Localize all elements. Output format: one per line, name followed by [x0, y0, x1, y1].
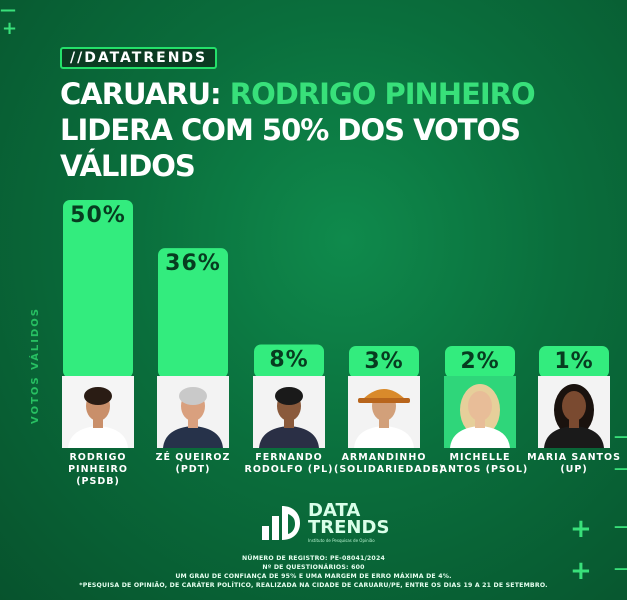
- corner-plus-decoration: +: [2, 18, 18, 39]
- bar-2: [158, 248, 228, 378]
- footer-confidence: UM GRAU DE CONFIANÇA DE 95% E UMA MARGEM…: [175, 573, 452, 580]
- footer-registration: NÚMERO DE REGISTRO: PE-08041/2024: [242, 555, 385, 562]
- bar-value-label-6: 1%: [554, 349, 593, 374]
- candidate-fernando-photo: [253, 376, 325, 448]
- headline-highlight: RODRIGO PINHEIRO: [229, 77, 536, 111]
- x-tick-label-2: ZÉ QUEIROZ (PDT): [155, 452, 231, 475]
- bar-4: [349, 346, 419, 378]
- candidate-michelle-photo: [444, 376, 516, 448]
- x-tick-label-4: ARMANDINHO (SOLIDARIEDADE): [334, 452, 445, 475]
- candidate-armandinho-photo: [348, 376, 420, 448]
- datatrends-logo: DATA TRENDS Instituto de Pesquisas de Op…: [258, 500, 389, 544]
- logo-line2: TRENDS: [308, 516, 390, 538]
- plus-decoration-1: +: [570, 514, 592, 544]
- candidate-rodrigo-photo: [62, 376, 134, 448]
- x-tick-label-3: FERNANDO RODOLFO (PL): [244, 452, 334, 475]
- right-dash-decoration: —: [614, 429, 627, 445]
- bar-value-label-2: 36%: [165, 251, 221, 276]
- logo-line1: DATA: [308, 499, 361, 521]
- x-tick-label-1: RODRIGO PINHEIRO (PSDB): [68, 452, 128, 487]
- candidate-maria-photo: [538, 376, 610, 448]
- bar-1: [63, 200, 133, 378]
- right-dash-decoration-4: —: [614, 561, 627, 577]
- x-tick-label-5: MICHELLE SANTOS (PSOL): [431, 452, 529, 475]
- bar-5: [445, 346, 515, 378]
- footer-disclaimer: *PESQUISA DE OPINIÃO, DE CARÁTER POLÍTIC…: [79, 582, 548, 589]
- candidate-ze-photo: [157, 376, 229, 448]
- footer-questionnaires: Nº DE QUESTIONÁRIOS: 600: [262, 564, 365, 571]
- bar-6: [539, 346, 609, 378]
- bar-value-label-1: 50%: [70, 203, 126, 228]
- corner-dash-decoration: —: [0, 0, 16, 19]
- brand-tag: //DATATRENDS: [60, 47, 218, 69]
- bar-value-label-4: 3%: [364, 349, 403, 374]
- bar-value-label-3: 8%: [269, 347, 308, 372]
- headline: CARUARU: RODRIGO PINHEIRO LIDERA COM 50%…: [60, 76, 600, 184]
- headline-city: CARUARU:: [60, 77, 222, 111]
- headline-line2: LIDERA COM 50% DOS VOTOS: [60, 113, 521, 147]
- plus-decoration-2: +: [570, 556, 592, 586]
- headline-line3: VÁLIDOS: [60, 149, 196, 183]
- bar-value-label-5: 2%: [460, 349, 499, 374]
- right-dash-decoration-3: —: [614, 519, 627, 535]
- datatrends-logo-icon: [262, 506, 300, 540]
- x-tick-label-6: MARIA SANTOS (UP): [527, 452, 621, 475]
- right-dash-decoration-2: —: [614, 461, 627, 477]
- bar-3: [254, 344, 324, 378]
- logo-subtitle: Instituto de Pesquisas de Opinião: [308, 537, 375, 543]
